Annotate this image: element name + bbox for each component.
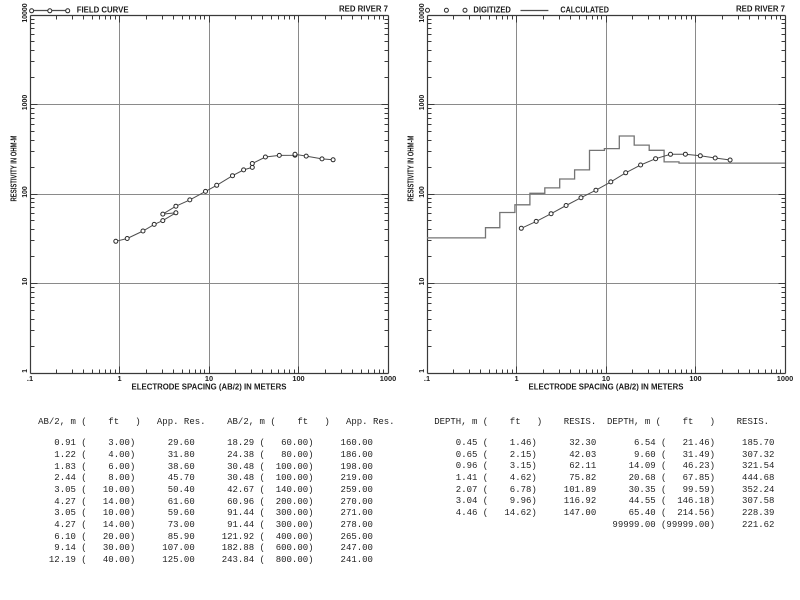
svg-text:1000: 1000 xyxy=(417,95,426,110)
svg-text:100: 100 xyxy=(292,374,304,383)
svg-text:ELECTRODE SPACING (AB/2) IN ME: ELECTRODE SPACING (AB/2) IN METERS xyxy=(132,383,287,392)
svg-text:FIELD CURVE: FIELD CURVE xyxy=(77,5,129,14)
svg-text:RESISTIVITY IN OHM-M: RESISTIVITY IN OHM-M xyxy=(9,135,19,201)
svg-text:1: 1 xyxy=(20,369,29,373)
svg-text:100: 100 xyxy=(20,186,29,198)
svg-text:.1: .1 xyxy=(27,374,33,383)
svg-text:CALCULATED: CALCULATED xyxy=(560,5,609,14)
svg-text:1: 1 xyxy=(117,374,121,383)
svg-text:1: 1 xyxy=(514,374,518,383)
svg-text:RED RIVER 7: RED RIVER 7 xyxy=(736,5,785,14)
svg-text:1000: 1000 xyxy=(777,374,793,383)
svg-text:10: 10 xyxy=(417,278,426,286)
svg-text:.1: .1 xyxy=(424,374,430,383)
svg-text:10000: 10000 xyxy=(20,3,29,22)
svg-text:10: 10 xyxy=(20,278,29,286)
svg-text:10000: 10000 xyxy=(417,3,426,22)
svg-text:DIGITIZED: DIGITIZED xyxy=(473,5,511,14)
svg-text:1000: 1000 xyxy=(20,95,29,110)
svg-text:10: 10 xyxy=(205,374,213,383)
svg-text:1000: 1000 xyxy=(380,374,396,383)
svg-text:10: 10 xyxy=(602,374,610,383)
svg-text:RED RIVER 7: RED RIVER 7 xyxy=(339,5,388,14)
svg-text:RESISTIVITY IN OHM-M: RESISTIVITY IN OHM-M xyxy=(406,135,416,201)
svg-text:ELECTRODE SPACING (AB/2) IN ME: ELECTRODE SPACING (AB/2) IN METERS xyxy=(529,383,684,392)
svg-text:1: 1 xyxy=(417,369,426,373)
svg-text:100: 100 xyxy=(417,186,426,198)
svg-text:100: 100 xyxy=(689,374,701,383)
